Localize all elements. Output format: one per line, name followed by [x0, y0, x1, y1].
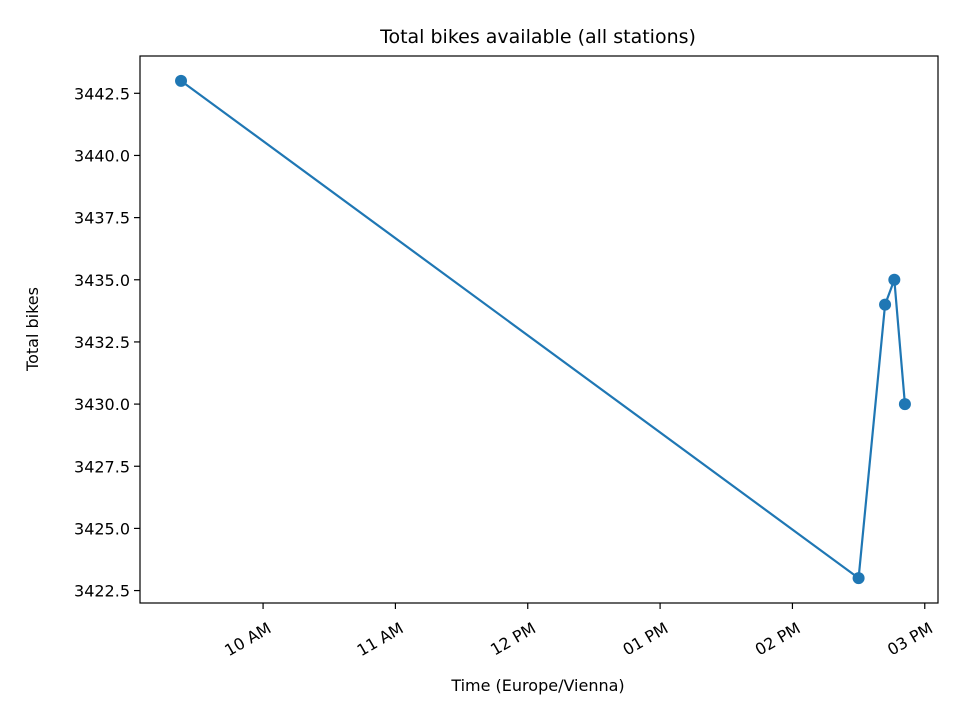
x-tick-label: 10 AM: [221, 618, 274, 660]
y-tick-label: 3435.0: [74, 271, 130, 290]
plot-area: [175, 74, 911, 585]
y-tick-label: 3442.5: [74, 84, 130, 103]
y-tick-label: 3437.5: [74, 209, 130, 228]
y-tick-label: 3440.0: [74, 146, 130, 165]
plot-frame: [139, 55, 939, 604]
data-point: [175, 74, 188, 87]
y-tick-label: 3422.5: [74, 582, 130, 601]
data-point: [898, 398, 911, 411]
x-tick-label: 02 PM: [752, 618, 804, 659]
x-axis: 10 AM 11 AM 12 PM 01 PM 02 PM 03 PM: [221, 603, 936, 660]
y-tick-label: 3432.5: [74, 333, 130, 352]
x-tick-label: 11 AM: [354, 618, 407, 660]
chart-title: Total bikes available (all stations): [379, 26, 696, 48]
y-tick-label: 3425.0: [74, 519, 130, 538]
x-tick-label: 12 PM: [487, 618, 539, 659]
data-point: [852, 572, 865, 585]
data-point: [879, 298, 892, 311]
y-tick-label: 3430.0: [74, 395, 130, 414]
x-tick-label: 03 PM: [884, 618, 936, 659]
data-point: [888, 273, 901, 286]
x-tick-label: 01 PM: [619, 618, 671, 659]
y-tick-label: 3427.5: [74, 457, 130, 476]
y-axis-label: Total bikes: [23, 287, 42, 372]
y-axis: 3422.5 3425.0 3427.5 3430.0 3432.5 3435.0 3437…: [74, 84, 140, 601]
x-axis-label: Time (Europe/Vienna): [450, 676, 624, 695]
series-line: [180, 79, 907, 581]
